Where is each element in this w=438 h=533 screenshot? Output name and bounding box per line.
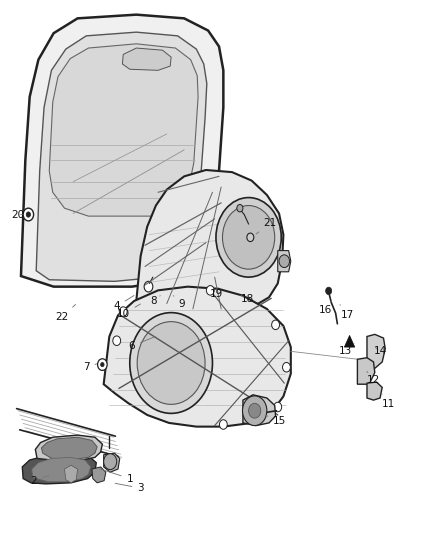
Text: 20: 20 <box>11 209 25 220</box>
Circle shape <box>104 454 117 470</box>
Text: 17: 17 <box>340 305 354 320</box>
Polygon shape <box>32 457 91 482</box>
Text: 12: 12 <box>367 372 380 385</box>
Text: 16: 16 <box>319 301 332 315</box>
Circle shape <box>283 362 290 372</box>
Text: 9: 9 <box>173 296 185 309</box>
Polygon shape <box>344 335 355 347</box>
Text: 4: 4 <box>113 295 134 311</box>
Circle shape <box>113 336 120 345</box>
Text: 15: 15 <box>265 415 286 426</box>
Polygon shape <box>367 382 382 400</box>
Circle shape <box>23 208 34 221</box>
Circle shape <box>237 205 243 212</box>
Polygon shape <box>243 395 276 425</box>
Text: 22: 22 <box>56 304 75 322</box>
Circle shape <box>274 402 282 412</box>
Polygon shape <box>104 453 120 472</box>
Text: 7: 7 <box>83 362 97 372</box>
Polygon shape <box>357 358 375 384</box>
Circle shape <box>249 403 261 418</box>
Circle shape <box>247 233 254 241</box>
Polygon shape <box>21 14 223 287</box>
Circle shape <box>26 212 31 217</box>
Polygon shape <box>92 467 106 483</box>
Text: 19: 19 <box>210 289 223 299</box>
Text: 18: 18 <box>240 294 254 304</box>
Circle shape <box>272 320 279 329</box>
Text: 8: 8 <box>150 296 160 306</box>
Circle shape <box>325 287 332 295</box>
Circle shape <box>98 359 107 370</box>
Text: 6: 6 <box>129 336 155 351</box>
Circle shape <box>219 419 227 429</box>
Text: 1: 1 <box>100 469 133 483</box>
Polygon shape <box>49 44 198 216</box>
Polygon shape <box>22 453 96 484</box>
Text: 21: 21 <box>256 218 277 234</box>
Polygon shape <box>64 465 78 483</box>
Circle shape <box>216 198 281 277</box>
Polygon shape <box>122 48 171 70</box>
Circle shape <box>206 286 214 295</box>
Polygon shape <box>136 170 283 312</box>
Polygon shape <box>278 251 291 272</box>
Text: 3: 3 <box>115 483 144 493</box>
Circle shape <box>137 321 205 405</box>
Circle shape <box>144 281 153 292</box>
Polygon shape <box>104 287 291 426</box>
Text: 14: 14 <box>374 346 387 357</box>
Circle shape <box>223 206 275 269</box>
Circle shape <box>279 255 290 268</box>
Text: 2: 2 <box>31 475 49 486</box>
Text: 11: 11 <box>381 393 396 409</box>
Polygon shape <box>36 32 207 281</box>
Circle shape <box>101 362 104 367</box>
Text: 13: 13 <box>339 343 354 357</box>
Polygon shape <box>42 437 97 459</box>
Circle shape <box>130 313 212 414</box>
Polygon shape <box>35 435 102 461</box>
Circle shape <box>119 307 127 317</box>
Polygon shape <box>367 334 385 368</box>
Circle shape <box>243 396 267 425</box>
Text: 10: 10 <box>117 304 141 319</box>
